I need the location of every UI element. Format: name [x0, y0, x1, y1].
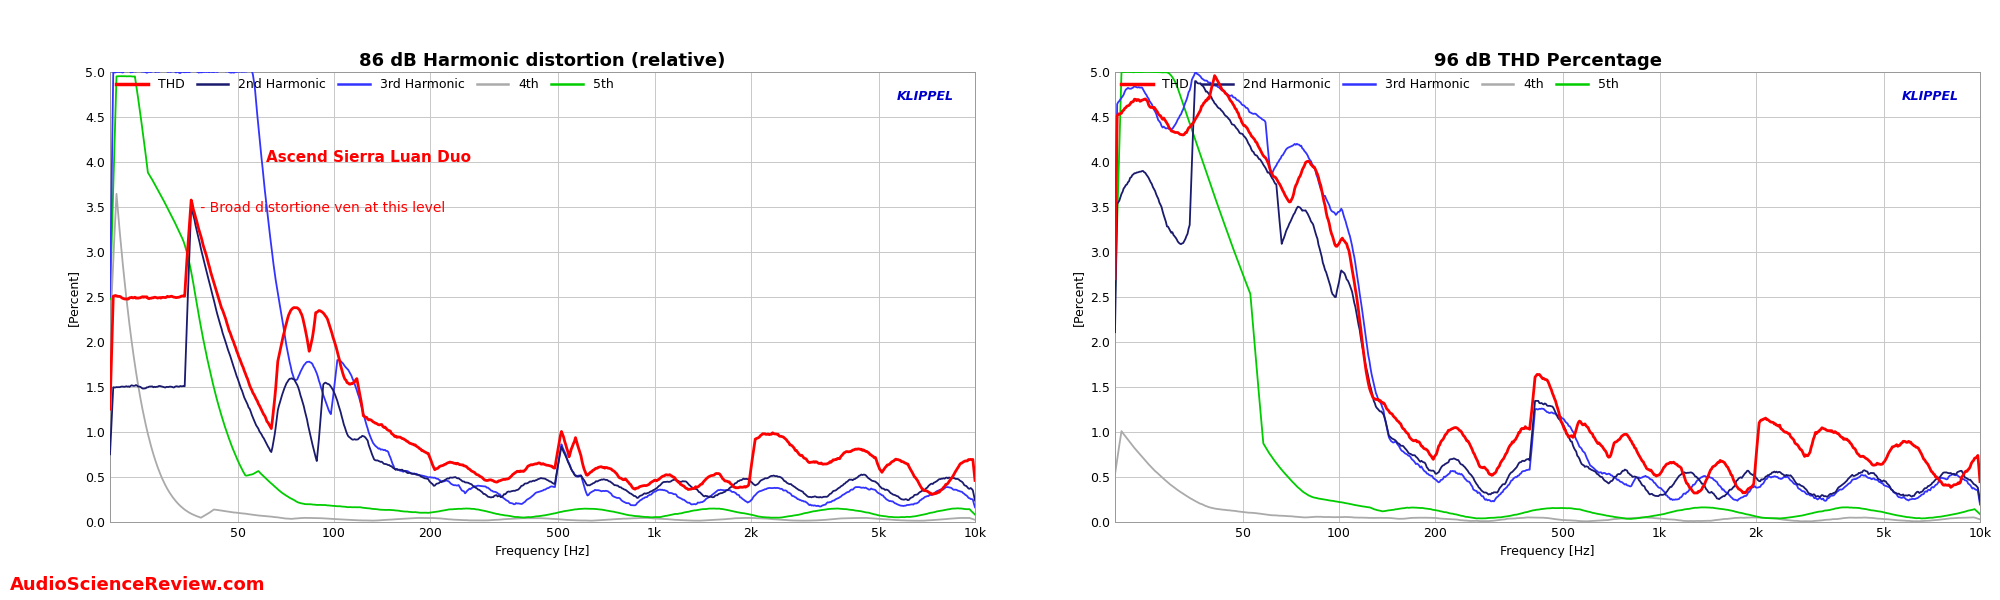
Text: AudioScienceReview.com: AudioScienceReview.com	[10, 576, 266, 594]
Text: KLIPPEL: KLIPPEL	[896, 90, 954, 103]
Y-axis label: [Percent]: [Percent]	[1072, 269, 1084, 325]
Title: 96 dB THD Percentage: 96 dB THD Percentage	[1434, 52, 1662, 70]
Legend: THD, 2nd Harmonic, 3rd Harmonic, 4th, 5th: THD, 2nd Harmonic, 3rd Harmonic, 4th, 5t…	[112, 73, 618, 96]
Legend: THD, 2nd Harmonic, 3rd Harmonic, 4th, 5th: THD, 2nd Harmonic, 3rd Harmonic, 4th, 5t…	[1116, 73, 1624, 96]
X-axis label: Frequency [Hz]: Frequency [Hz]	[1500, 545, 1594, 559]
Title: 86 dB Harmonic distortion (relative): 86 dB Harmonic distortion (relative)	[360, 52, 726, 70]
Text: KLIPPEL: KLIPPEL	[1902, 90, 1958, 103]
Text: - Broad distortione ven at this level: - Broad distortione ven at this level	[196, 200, 446, 214]
X-axis label: Frequency [Hz]: Frequency [Hz]	[496, 545, 590, 559]
Text: Ascend Sierra Luan Duo: Ascend Sierra Luan Duo	[266, 150, 470, 165]
Y-axis label: [Percent]: [Percent]	[66, 269, 80, 325]
